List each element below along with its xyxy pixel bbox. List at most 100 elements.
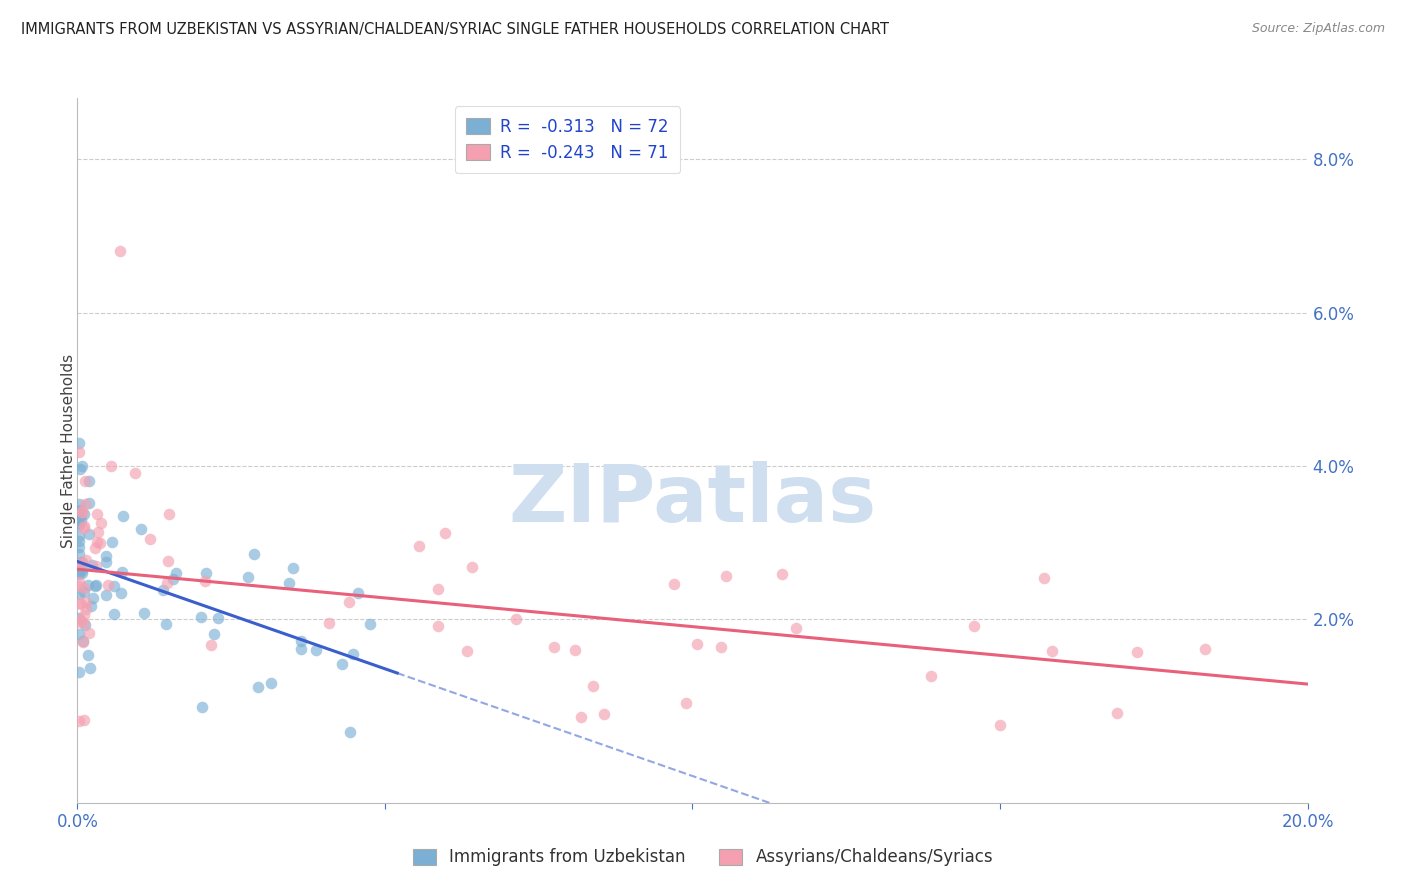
Y-axis label: Single Father Households: Single Father Households [62, 353, 76, 548]
Point [69, 556, 91, 570]
Point [70, 505, 93, 519]
Point [242, 547, 264, 561]
Point [67, 541, 90, 555]
Point [75, 595, 97, 609]
Point [166, 566, 188, 580]
Point [67, 714, 90, 728]
Point [543, 640, 565, 654]
Point [67, 511, 90, 525]
Point [67, 611, 90, 625]
Point [408, 539, 430, 553]
Point [89, 535, 111, 549]
Point [94, 555, 117, 569]
Point [785, 621, 807, 635]
Point [582, 679, 605, 693]
Point [73, 584, 96, 599]
Point [73, 474, 96, 488]
Point [194, 574, 217, 588]
Point [461, 560, 484, 574]
Point [194, 566, 217, 580]
Point [426, 582, 449, 596]
Point [72, 566, 94, 580]
Point [101, 535, 124, 549]
Point [79, 599, 101, 614]
Point [76, 577, 98, 591]
Point [77, 496, 100, 510]
Point [67, 497, 90, 511]
Point [337, 595, 360, 609]
Point [247, 681, 270, 695]
Point [72, 458, 94, 473]
Point [1105, 706, 1128, 721]
Point [70, 597, 93, 611]
Point [157, 508, 180, 522]
Point [290, 641, 312, 656]
Point [69, 513, 91, 527]
Point [190, 610, 212, 624]
Point [77, 526, 100, 541]
Point [87, 525, 110, 540]
Point [73, 507, 96, 521]
Point [920, 668, 942, 682]
Point [157, 554, 180, 568]
Point [69, 558, 91, 572]
Point [94, 549, 117, 564]
Point [73, 713, 96, 727]
Point [67, 529, 90, 543]
Point [112, 509, 135, 524]
Point [84, 558, 107, 573]
Point [97, 578, 120, 592]
Legend: Immigrants from Uzbekistan, Assyrians/Chaldeans/Syriacs: Immigrants from Uzbekistan, Assyrians/Ch… [405, 840, 1001, 875]
Point [70, 505, 93, 519]
Point [202, 627, 225, 641]
Point [152, 583, 174, 598]
Point [103, 607, 125, 621]
Point [86, 534, 108, 549]
Point [1040, 644, 1063, 658]
Point [77, 626, 100, 640]
Point [1032, 571, 1054, 585]
Point [110, 244, 132, 259]
Point [207, 611, 229, 625]
Legend: R =  -0.313   N = 72, R =  -0.243   N = 71: R = -0.313 N = 72, R = -0.243 N = 71 [454, 106, 681, 173]
Point [83, 579, 105, 593]
Point [318, 616, 340, 631]
Point [86, 578, 108, 592]
Point [162, 572, 184, 586]
Point [73, 521, 96, 535]
Point [305, 643, 328, 657]
Point [138, 533, 160, 547]
Point [131, 523, 153, 537]
Point [67, 596, 90, 610]
Point [191, 700, 214, 714]
Point [714, 569, 737, 583]
Point [84, 541, 107, 556]
Point [96, 588, 118, 602]
Point [73, 582, 96, 596]
Point [111, 565, 134, 579]
Point [67, 516, 90, 531]
Point [1194, 641, 1216, 656]
Point [686, 637, 709, 651]
Point [433, 526, 456, 541]
Point [593, 706, 616, 721]
Point [69, 534, 91, 549]
Point [564, 643, 586, 657]
Point [67, 566, 90, 580]
Point [342, 647, 364, 661]
Point [67, 615, 90, 630]
Point [281, 561, 304, 575]
Point [73, 497, 96, 511]
Point [290, 633, 312, 648]
Point [67, 567, 90, 582]
Point [1125, 645, 1147, 659]
Point [86, 507, 108, 521]
Point [124, 466, 146, 480]
Text: IMMIGRANTS FROM UZBEKISTAN VS ASSYRIAN/CHALDEAN/SYRIAC SINGLE FATHER HOUSEHOLDS : IMMIGRANTS FROM UZBEKISTAN VS ASSYRIAN/C… [21, 22, 889, 37]
Point [200, 638, 222, 652]
Point [69, 503, 91, 517]
Point [662, 577, 685, 591]
Point [72, 555, 94, 569]
Point [456, 644, 478, 658]
Point [963, 619, 986, 633]
